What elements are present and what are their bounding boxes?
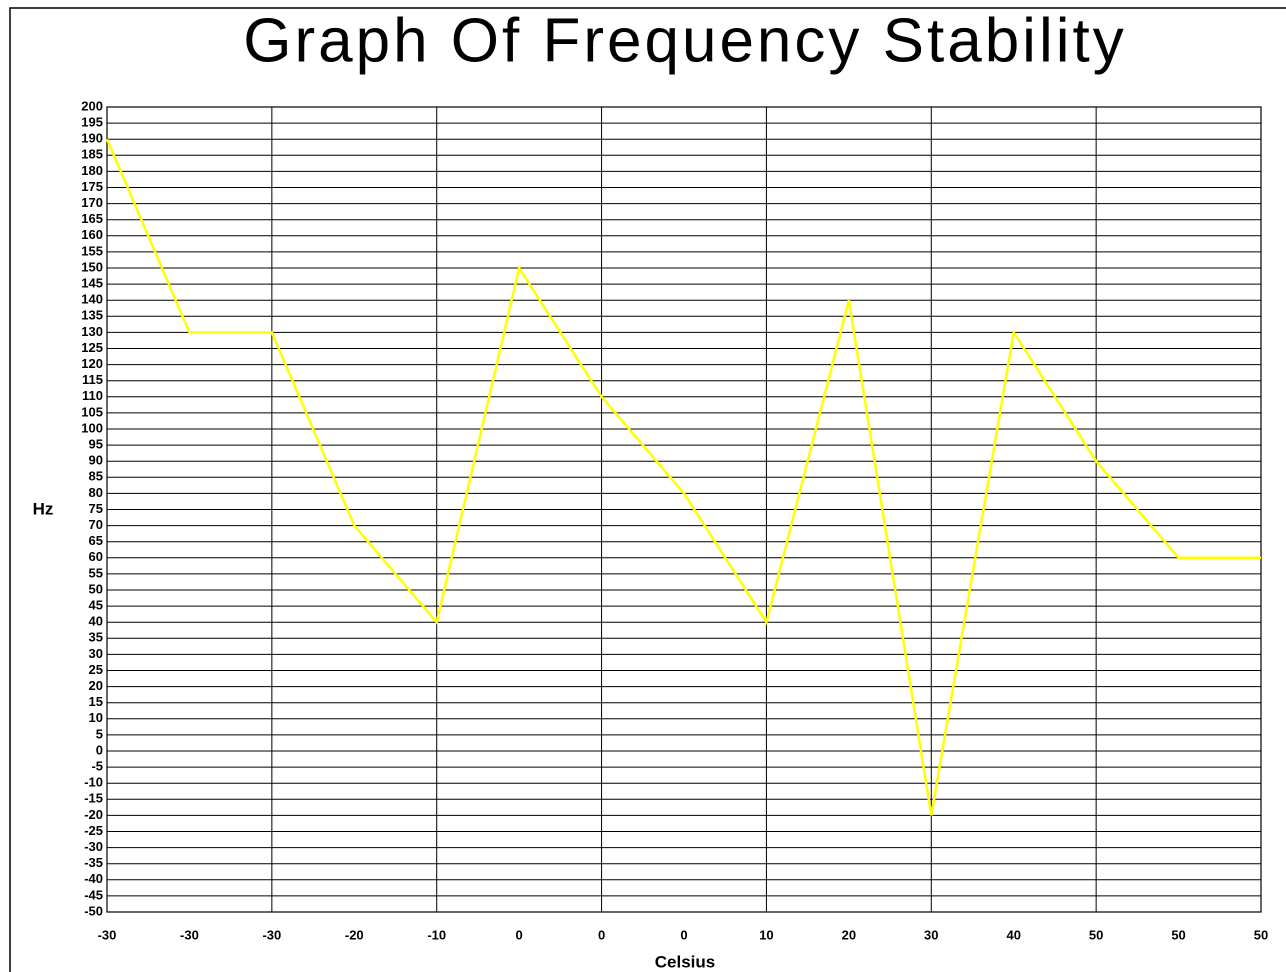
x-tick-label: -30 (262, 927, 281, 942)
y-tick-label: -35 (84, 855, 103, 870)
data-line (105, 138, 1261, 816)
y-tick-label: -40 (84, 871, 103, 886)
y-tick-label: 195 (81, 115, 103, 130)
x-tick-label: 20 (842, 927, 856, 942)
x-tick-label: 40 (1006, 927, 1020, 942)
y-tick-label: 60 (89, 549, 103, 564)
x-tick-label: -10 (427, 927, 446, 942)
y-tick-label: 65 (89, 533, 103, 548)
y-tick-label: 140 (81, 292, 103, 307)
y-tick-label: 160 (81, 227, 103, 242)
y-tick-label: 115 (82, 372, 103, 387)
x-axis-label: Celsius (655, 952, 715, 971)
plot-border (106, 106, 1262, 913)
y-tick-label: 200 (81, 98, 103, 113)
y-tick-label: 15 (89, 694, 103, 709)
y-tick-label: 80 (89, 485, 103, 500)
y-tick-label: 70 (89, 517, 103, 532)
y-tick-label: 20 (89, 678, 103, 693)
x-tick-label: 0 (598, 927, 605, 942)
chart-title: Graph Of Frequency Stability (243, 6, 1126, 75)
y-tick-label: -15 (84, 791, 103, 806)
y-tick-label: 105 (81, 404, 103, 419)
y-tick-label: 5 (96, 726, 103, 741)
x-tick-label: -20 (345, 927, 364, 942)
y-tick-label: 180 (81, 163, 103, 178)
y-tick-label: 35 (89, 630, 103, 645)
y-tick-label: 55 (89, 565, 103, 580)
y-tick-label: 120 (81, 356, 103, 371)
y-tick-label: -50 (84, 903, 103, 918)
y-tick-label: 145 (81, 276, 103, 291)
y-tick-label: 75 (89, 501, 103, 516)
y-tick-label: 125 (81, 340, 103, 355)
y-tick-label: -30 (84, 839, 103, 854)
y-tick-label: 25 (89, 662, 103, 677)
y-tick-label: 10 (89, 710, 103, 725)
x-tick-label: 50 (1089, 927, 1103, 942)
y-tick-label: 165 (81, 211, 103, 226)
y-tick-label: 135 (81, 308, 103, 323)
x-tick-label: 0 (680, 927, 687, 942)
y-tick-label: 85 (89, 469, 103, 484)
y-tick-label: -20 (84, 807, 103, 822)
y-tick-label: -10 (84, 775, 103, 790)
y-tick-label: -25 (84, 823, 103, 838)
x-tick-label: 30 (924, 927, 938, 942)
y-tick-label: 40 (89, 614, 103, 629)
x-tick-label: 10 (759, 927, 773, 942)
y-tick-label: 0 (96, 742, 103, 757)
y-tick-label: 100 (81, 420, 103, 435)
y-tick-label: 45 (89, 598, 103, 613)
y-tick-label: -5 (91, 759, 103, 774)
y-tick-label: 90 (89, 453, 103, 468)
y-tick-label: 50 (89, 581, 103, 596)
frame (9, 7, 1286, 972)
y-tick-label: 190 (81, 131, 103, 146)
y-tick-label: 175 (81, 179, 103, 194)
y-tick-label: 150 (81, 259, 103, 274)
y-tick-label: 110 (82, 388, 103, 403)
x-tick-label: 0 (516, 927, 523, 942)
y-tick-label: -45 (84, 887, 103, 902)
x-tick-label: -30 (98, 927, 117, 942)
x-tick-label: -30 (180, 927, 199, 942)
y-tick-label: 130 (81, 324, 103, 339)
x-tick-label: 50 (1254, 927, 1268, 942)
y-axis-label: Hz (33, 499, 54, 518)
y-tick-label: 95 (89, 437, 103, 452)
y-tick-label: 185 (81, 147, 103, 162)
y-tick-label: 155 (81, 243, 103, 258)
y-tick-label: 170 (81, 195, 103, 210)
y-tick-label: 30 (89, 646, 103, 661)
x-tick-label: 50 (1171, 927, 1185, 942)
